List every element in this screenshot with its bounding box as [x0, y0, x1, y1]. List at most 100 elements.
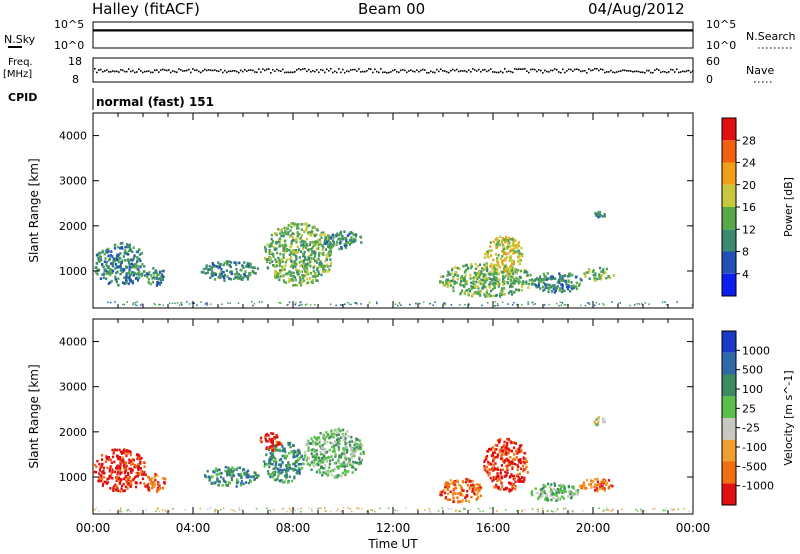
scatter-cell: [191, 302, 194, 304]
echo-cell: [234, 276, 237, 279]
echo-cell: [597, 419, 600, 422]
echo-cell: [502, 263, 505, 267]
echo-cell: [227, 473, 230, 476]
scatter-cell: [134, 302, 137, 304]
scatter-cell: [416, 508, 419, 511]
echo-cell: [514, 484, 517, 488]
freq-point: [448, 71, 450, 74]
echo-cell: [98, 472, 101, 475]
echo-cell: [300, 223, 303, 226]
echo-cell: [291, 479, 294, 483]
echo-cell: [316, 461, 319, 465]
echo-cell: [156, 273, 159, 276]
scatter-cell: [588, 302, 590, 304]
echo-cell: [127, 259, 130, 262]
echo-cell: [537, 497, 540, 500]
echo-cell: [221, 484, 224, 487]
echo-cell: [553, 284, 556, 287]
echo-cell: [284, 260, 287, 264]
echo-cell: [128, 270, 131, 274]
echo-cell: [125, 281, 128, 285]
echo-cell: [517, 254, 520, 257]
echo-cell: [441, 281, 444, 284]
echo-cell: [305, 267, 308, 270]
scatter-cell: [180, 304, 183, 306]
echo-cell: [492, 240, 495, 244]
echo-cell: [518, 280, 521, 284]
echo-cell: [271, 240, 274, 243]
echo-cell: [598, 211, 602, 214]
echo-cell: [486, 469, 489, 473]
scatter-cell: [564, 507, 567, 510]
scatter-cell: [447, 508, 450, 510]
echo-cell: [102, 469, 105, 473]
echo-cell: [151, 482, 154, 485]
echo-cell: [598, 215, 601, 218]
echo-cell: [547, 277, 550, 280]
y-axis-label: Slant Range [km]: [27, 364, 41, 468]
colorbar-segment: [722, 251, 736, 274]
echo-cell: [132, 274, 135, 277]
echo-cell: [569, 490, 573, 494]
echo-cell: [509, 282, 512, 286]
echo-cell: [517, 475, 520, 479]
echo-cell: [292, 249, 295, 252]
echo-cell: [578, 284, 581, 288]
scatter-cell: [318, 507, 321, 509]
echo-cell: [295, 237, 298, 241]
echo-cell: [290, 264, 293, 268]
echo-cell: [506, 458, 510, 462]
freq-point: [206, 69, 208, 72]
echo-cell: [557, 497, 560, 501]
freq-point: [268, 68, 270, 70]
scatter-cell: [311, 509, 313, 511]
echo-cell: [310, 442, 314, 445]
echo-cell: [330, 429, 333, 432]
echo-cell: [278, 442, 281, 446]
freq-point: [162, 68, 164, 71]
echo-cell: [545, 286, 548, 290]
echo-cell: [308, 442, 311, 445]
echo-cell: [493, 451, 496, 454]
echo-cell: [127, 478, 130, 482]
echo-cell: [229, 277, 233, 281]
echo-region: [143, 472, 167, 493]
scatter-cell: [199, 507, 201, 510]
echo-cell: [106, 466, 109, 469]
echo-cell: [446, 285, 449, 289]
echo-cell: [309, 271, 313, 275]
echo-cell: [468, 487, 471, 490]
echo-cell: [334, 428, 337, 431]
scatter-cell: [563, 508, 565, 510]
freq-point: [422, 68, 424, 71]
echo-cell: [499, 235, 502, 239]
echo-cell: [119, 490, 122, 493]
scatter-cell: [496, 302, 499, 305]
echo-cell: [451, 267, 454, 270]
freq-point: [434, 71, 436, 74]
echo-cell: [162, 275, 165, 278]
echo-cell: [300, 228, 303, 231]
echo-cell: [444, 485, 447, 489]
scatter-cell: [155, 510, 157, 512]
echo-cell: [571, 274, 574, 277]
echo-cell: [469, 266, 473, 270]
echo-cell: [294, 222, 297, 226]
echo-cell: [243, 261, 246, 264]
echo-cell: [100, 454, 104, 457]
echo-cell: [111, 455, 115, 459]
echo-cell: [144, 473, 147, 477]
scatter-cell: [423, 301, 425, 303]
echo-cell: [311, 275, 314, 278]
echo-cell: [267, 434, 270, 437]
echo-cell: [461, 480, 464, 483]
echo-cell: [461, 500, 464, 503]
echo-cell: [217, 266, 220, 270]
echo-cell: [329, 242, 332, 245]
echo-cell: [493, 263, 496, 267]
echo-cell: [593, 276, 596, 280]
echo-cell: [510, 461, 513, 465]
echo-cell: [513, 477, 517, 480]
echo-cell: [516, 243, 519, 246]
echo-cell: [123, 252, 126, 255]
